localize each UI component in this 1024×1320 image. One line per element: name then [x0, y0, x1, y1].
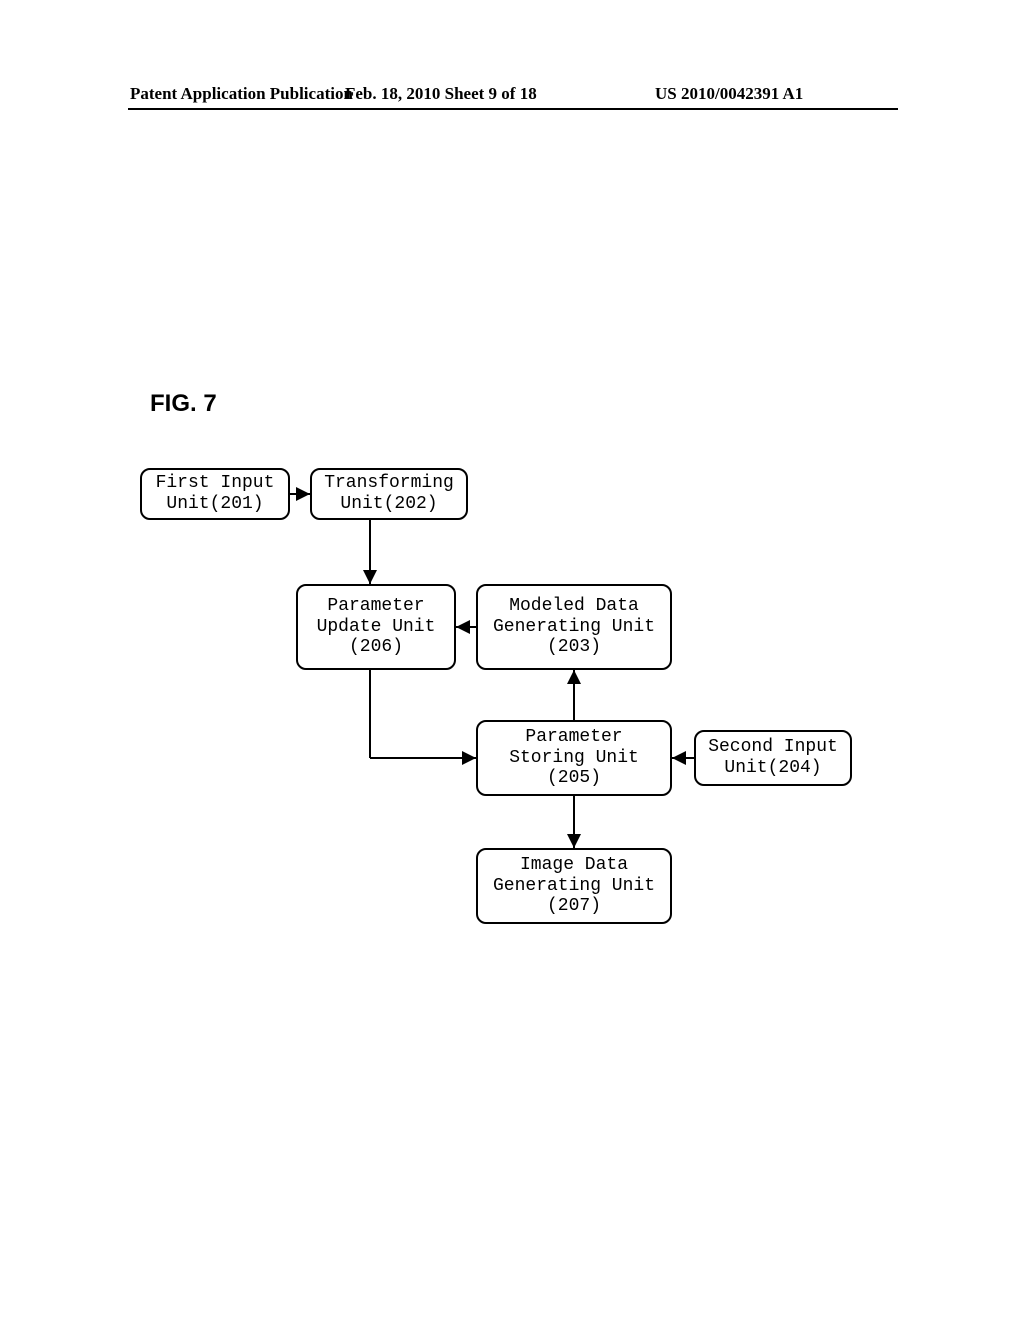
- arrow-segment: [370, 757, 476, 759]
- node-text: (207): [547, 896, 601, 917]
- node-text: Transforming: [324, 473, 454, 494]
- arrow-segment: [369, 670, 371, 758]
- node-n201: First InputUnit(201): [140, 468, 290, 520]
- arrow-head-icon: [672, 751, 686, 765]
- node-text: Unit(201): [166, 494, 263, 515]
- node-text: First Input: [156, 473, 275, 494]
- node-n207: Image DataGenerating Unit(207): [476, 848, 672, 924]
- node-text: Storing Unit: [509, 748, 639, 769]
- node-n203: Modeled DataGenerating Unit(203): [476, 584, 672, 670]
- node-text: Unit(204): [724, 758, 821, 779]
- page-header: Patent Application Publication Feb. 18, …: [0, 84, 1024, 104]
- header-right: US 2010/0042391 A1: [655, 84, 803, 104]
- node-text: (206): [349, 637, 403, 658]
- node-text: (205): [547, 768, 601, 789]
- figure-label: FIG. 7: [150, 390, 217, 418]
- node-text: Unit(202): [340, 494, 437, 515]
- node-text: Generating Unit: [493, 876, 655, 897]
- arrow-head-icon: [567, 670, 581, 684]
- node-n205: ParameterStoring Unit(205): [476, 720, 672, 796]
- node-n204: Second InputUnit(204): [694, 730, 852, 786]
- header-center: Feb. 18, 2010 Sheet 9 of 18: [345, 84, 537, 104]
- node-text: Parameter: [525, 727, 622, 748]
- node-text: Modeled Data: [509, 596, 639, 617]
- node-text: (203): [547, 637, 601, 658]
- node-n206: ParameterUpdate Unit(206): [296, 584, 456, 670]
- arrow-head-icon: [567, 834, 581, 848]
- header-rule: [128, 108, 898, 110]
- node-text: Generating Unit: [493, 617, 655, 638]
- arrow-head-icon: [296, 487, 310, 501]
- arrow-head-icon: [462, 751, 476, 765]
- node-n202: TransformingUnit(202): [310, 468, 468, 520]
- node-text: Second Input: [708, 737, 838, 758]
- node-text: Image Data: [520, 855, 628, 876]
- arrow-head-icon: [456, 620, 470, 634]
- header-left: Patent Application Publication: [130, 84, 353, 104]
- node-text: Update Unit: [317, 617, 436, 638]
- node-text: Parameter: [327, 596, 424, 617]
- arrow-head-icon: [363, 570, 377, 584]
